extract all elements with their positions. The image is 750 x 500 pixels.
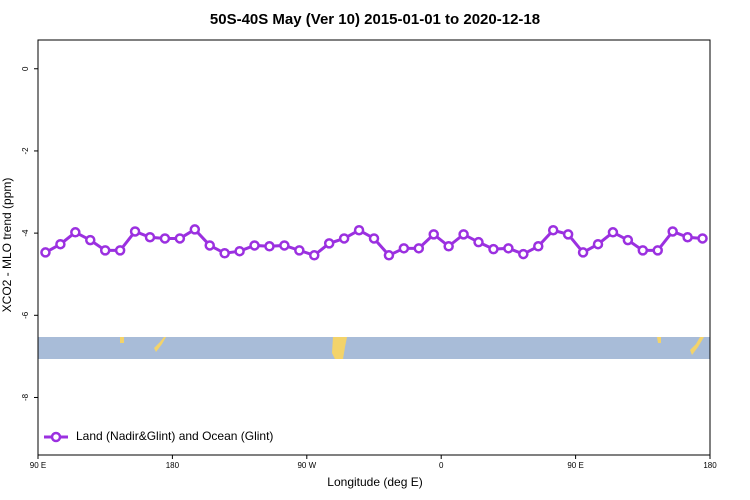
data-point xyxy=(533,241,544,252)
data-point xyxy=(174,233,186,244)
data-point xyxy=(443,241,454,252)
data-point xyxy=(622,234,634,246)
x-tick-label: 180 xyxy=(703,461,717,470)
data-point xyxy=(652,245,663,256)
legend-marker xyxy=(50,431,62,443)
data-point xyxy=(562,229,574,240)
x-axis-label: Longitude (deg E) xyxy=(327,475,422,489)
data-point xyxy=(488,243,499,255)
data-point xyxy=(129,226,141,237)
data-point xyxy=(114,245,126,256)
data-point xyxy=(159,233,171,244)
y-tick-label: -2 xyxy=(21,147,30,155)
data-point xyxy=(85,234,96,246)
data-point xyxy=(637,245,649,256)
chart-title: 50S-40S May (Ver 10) 2015-01-01 to 2020-… xyxy=(210,11,540,28)
data-point xyxy=(398,243,410,254)
data-point xyxy=(55,238,66,250)
y-tick-label: 0 xyxy=(21,66,30,71)
data-point xyxy=(353,224,365,236)
data-point xyxy=(249,240,260,251)
data-point xyxy=(70,227,81,238)
data-point xyxy=(279,240,290,251)
data-point xyxy=(473,236,484,248)
data-point xyxy=(413,243,425,254)
x-tick-label: 90 E xyxy=(30,461,46,470)
data-point xyxy=(368,233,380,244)
y-axis-label: XCO2 - MLO trend (ppm) xyxy=(0,178,14,313)
legend-label: Land (Nadir&Glint) and Ocean (Glint) xyxy=(76,429,273,443)
data-point xyxy=(458,229,469,240)
data-point xyxy=(697,233,708,244)
data-point xyxy=(204,240,215,251)
y-tick-label: -8 xyxy=(21,393,30,401)
x-tick-label: 90 E xyxy=(567,461,583,470)
data-point xyxy=(518,248,529,260)
x-tick-label: 0 xyxy=(439,461,444,470)
data-point xyxy=(383,250,395,261)
data-point xyxy=(338,233,350,244)
data-point xyxy=(294,245,305,256)
data-point xyxy=(547,224,559,236)
data-point xyxy=(264,241,275,252)
data-point xyxy=(234,245,245,257)
data-point xyxy=(219,248,230,259)
data-point xyxy=(189,224,201,235)
data-point xyxy=(682,231,693,243)
data-point xyxy=(667,226,678,237)
y-tick-label: -4 xyxy=(21,229,30,237)
plot-frame xyxy=(37,39,711,456)
data-point xyxy=(323,238,335,249)
data-point xyxy=(577,247,589,258)
data-point xyxy=(607,227,619,238)
data-point xyxy=(99,245,111,256)
data-point xyxy=(40,247,51,258)
data-point xyxy=(592,238,604,250)
y-tick-label: -6 xyxy=(21,311,30,319)
x-tick-label: 90 W xyxy=(297,461,316,470)
land-ocean-strip xyxy=(38,337,710,359)
data-point xyxy=(503,243,514,254)
data-point xyxy=(428,229,439,240)
data-point xyxy=(309,250,320,261)
data-point xyxy=(144,231,156,243)
x-tick-label: 180 xyxy=(166,461,180,470)
